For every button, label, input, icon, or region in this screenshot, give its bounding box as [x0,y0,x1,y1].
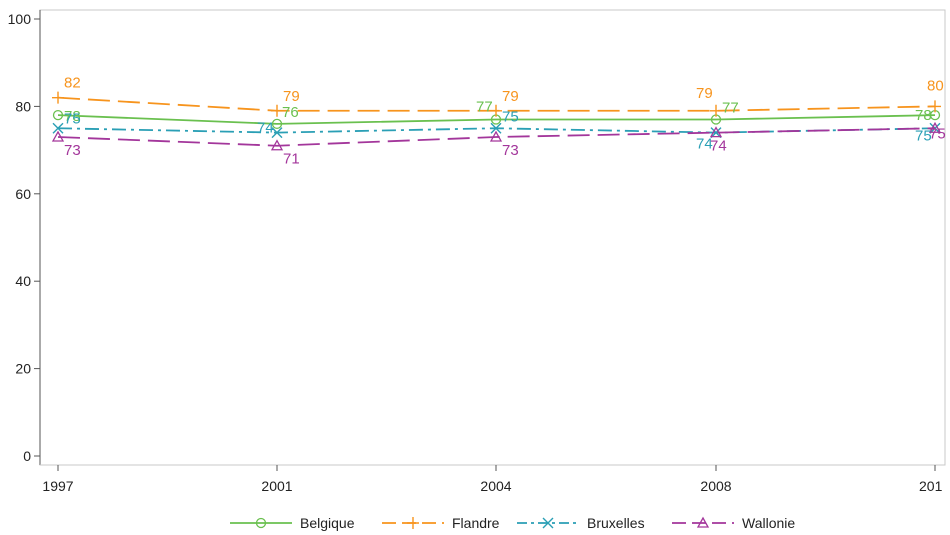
series-line-wallonie [57,127,936,147]
data-point-flandre [490,104,502,117]
y-axis-ticks: 0 20 40 60 80 100 [8,11,40,464]
legend-marker-flandre [407,517,419,529]
data-label-flandre: 79 [696,85,713,102]
data-label-bruxelles: 74 [696,136,713,153]
data-point-wallonie [928,121,942,133]
y-tick-label: 60 [15,186,31,202]
data-label-belgique: 77 [476,99,493,116]
x-tick-label: 2001 [261,478,292,494]
data-label-wallonie: 75 [929,125,946,142]
data-point-flandre [52,91,64,104]
data-label-flandre: 79 [283,88,300,105]
x-tick-label: 2008 [700,478,731,494]
data-point-wallonie [709,126,723,138]
series-line-belgique [57,114,936,125]
data-point-bruxelles [710,127,722,139]
data-label-belgique: 78 [915,107,932,124]
legend-label-belgique: Belgique [300,515,355,531]
data-point-bruxelles [271,127,283,139]
data-label-bruxelles: 74 [257,120,274,137]
data-point-bruxelles [52,122,64,134]
data-label-wallonie: 73 [502,142,519,159]
legend-marker-bruxelles [542,517,554,529]
data-point-belgique [271,118,283,130]
data-point-flandre [271,104,283,117]
data-point-flandre [710,104,722,117]
y-tick-label: 20 [15,361,31,377]
legend-marker-belgique [255,517,267,529]
x-tick-label: 201 [919,478,943,494]
y-tick-label: 40 [15,273,31,289]
data-labels-layer: 78 76 77 77 78 82 79 79 79 80 75 74 75 74 75 73 71 73 74 75 [64,75,946,168]
data-label-bruxelles: 75 [64,110,81,127]
data-point-belgique [52,109,64,121]
x-tick-label: 2004 [480,478,511,494]
y-tick-label: 0 [23,448,31,464]
data-point-wallonie [51,130,65,142]
data-label-wallonie: 74 [710,138,727,155]
legend-label-flandre: Flandre [452,515,500,531]
data-point-bruxelles [490,122,502,134]
y-tick-label: 80 [15,98,31,114]
data-label-belgique: 76 [282,104,299,121]
y-tick-label: 100 [8,11,32,27]
data-label-bruxelles: 75 [915,127,932,144]
legend: Belgique Flandre Bruxelles Wallonie [230,515,795,531]
legend-marker-wallonie [696,516,710,528]
data-label-wallonie: 73 [64,142,81,159]
data-point-wallonie [270,139,284,151]
data-label-flandre: 79 [502,88,519,105]
series-layer [51,91,942,151]
data-label-belgique: 78 [64,108,81,125]
data-label-belgique: 77 [722,100,739,117]
plot-area [39,9,946,466]
data-point-bruxelles [929,122,941,134]
x-axis-ticks: 1997 2001 2004 2008 201 [42,465,943,494]
data-point-flandre [929,100,941,113]
data-point-wallonie [489,130,503,142]
legend-label-wallonie: Wallonie [742,515,795,531]
data-label-flandre: 82 [64,75,81,92]
x-tick-label: 1997 [42,478,73,494]
data-label-wallonie: 71 [283,151,300,168]
data-label-flandre: 80 [927,77,944,94]
data-label-bruxelles: 75 [502,108,519,125]
legend-label-bruxelles: Bruxelles [587,515,645,531]
